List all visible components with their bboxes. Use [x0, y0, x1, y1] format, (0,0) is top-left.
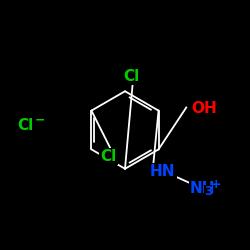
Text: Cl: Cl: [100, 149, 117, 164]
Text: +: +: [211, 178, 222, 191]
Text: HN: HN: [150, 164, 176, 179]
Text: NH: NH: [190, 181, 216, 196]
Text: 3: 3: [204, 185, 212, 198]
Text: Cl: Cl: [18, 118, 34, 132]
Text: Cl: Cl: [123, 69, 140, 84]
Text: OH: OH: [191, 101, 217, 116]
Text: −: −: [34, 114, 45, 126]
